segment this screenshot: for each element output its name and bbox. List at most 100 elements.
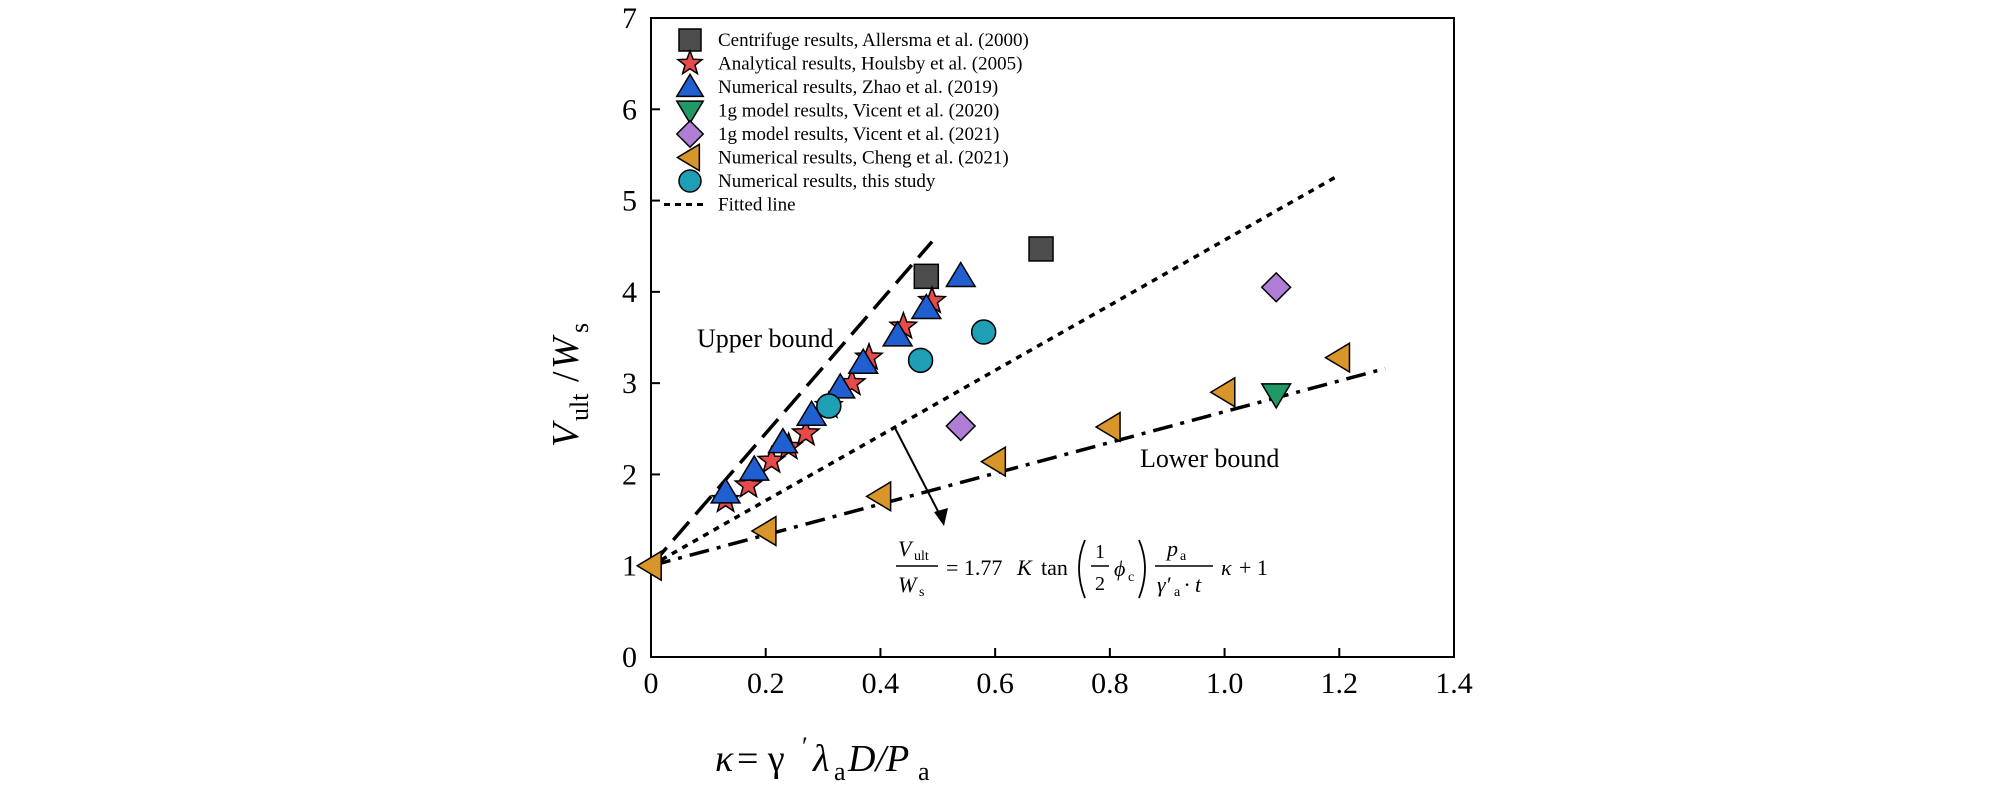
x-tick-label: 1.4	[1435, 667, 1473, 700]
eq-p: p	[1165, 536, 1178, 561]
point-circle	[816, 393, 842, 419]
eq-tan: tan	[1041, 555, 1068, 580]
ylabel-ult: ult	[565, 393, 594, 421]
xlabel-equals-gamma: = γ	[737, 738, 785, 780]
point-triangle-left	[1324, 341, 1351, 374]
point-triangle-left	[979, 445, 1007, 478]
xlabel-lambda: λ	[812, 738, 829, 780]
y-axis-title: V ult / W s	[545, 323, 594, 447]
x-tick-label: 0	[644, 667, 659, 700]
series-numerical-results-this-study	[816, 319, 997, 419]
annotation-arrow	[894, 427, 943, 520]
legend-marker-diamond	[675, 119, 705, 149]
data-markers	[635, 236, 1351, 582]
ylabel-v: V	[545, 420, 587, 447]
eq-gamma-sub: a	[1174, 585, 1181, 600]
point-triangle-left	[1094, 411, 1121, 443]
x-tick-label: 0.6	[976, 667, 1014, 700]
point-triangle-left	[750, 515, 777, 547]
x-tick-label: 1.2	[1321, 667, 1359, 700]
legend-label: 1g model results, Vicent et al. (2021)	[718, 124, 999, 145]
lower-bound-label: Lower bound	[1140, 444, 1279, 473]
series-1g-model-results-vicent-et-al-2021	[945, 271, 1292, 442]
eq-lhs-den-w: W	[898, 572, 918, 597]
legend-marker-square	[678, 28, 702, 52]
point-triangle-up	[767, 427, 799, 454]
xlabel-prime: ′	[802, 732, 808, 761]
x-tick-label: 1.0	[1206, 667, 1244, 700]
eq-paren-right	[1138, 539, 1146, 599]
xlabel-d: D/P	[847, 738, 909, 780]
eq-dot-t: · t	[1184, 572, 1202, 597]
legend-marker-triangle-left	[675, 142, 701, 173]
series-centrifuge-results-allersma-et-al-2000	[913, 236, 1054, 290]
legend-label: Numerical results, Zhao et al. (2019)	[718, 77, 998, 98]
point-triangle-up	[709, 477, 742, 504]
legend-label: Numerical results, this study	[718, 171, 936, 192]
y-tick-label: 3	[622, 367, 637, 400]
y-tick-label: 2	[622, 458, 637, 491]
axis-ticks: 0 0.2 0.4 0.6 0.8 1.0 1.2 1.4 0 1 2 3 4 5 6 7	[622, 2, 1473, 700]
legend-label: Analytical results, Houlsby et al. (2005…	[718, 54, 1022, 75]
ylabel-slash: /	[545, 371, 587, 382]
point-triangle-up	[824, 372, 857, 399]
y-tick-label: 6	[622, 93, 637, 126]
y-tick-label: 1	[622, 550, 637, 583]
x-tick-label: 0.8	[1091, 667, 1129, 700]
eq-lhs-num-sub: ult	[914, 549, 929, 564]
eq-k: K	[1016, 555, 1033, 580]
y-tick-label: 5	[622, 185, 637, 218]
point-circle	[970, 319, 997, 345]
ylabel-s: s	[565, 323, 594, 333]
legend-label: 1g model results, Vicent et al. (2020)	[718, 101, 999, 122]
series-numerical-results-cheng-et-al-2021	[635, 341, 1351, 582]
legend-marker-triangle-down	[675, 100, 705, 125]
legend-marker-triangle-up	[675, 72, 705, 98]
legend-marker-circle	[678, 169, 702, 193]
series-1g-model-results-vicent-et-al-2020	[1260, 383, 1292, 410]
eq-lhs-den-sub: s	[919, 585, 924, 600]
point-circle	[907, 347, 934, 374]
point-diamond	[1260, 271, 1292, 303]
point-triangle-up	[910, 293, 943, 320]
eq-gamma: γ′	[1157, 572, 1172, 597]
y-tick-label: 0	[622, 641, 637, 674]
y-tick-label: 4	[622, 276, 637, 309]
ylabel-w: W	[545, 334, 587, 369]
eq-frac-num: 1	[1095, 541, 1105, 563]
eq-plus-one: + 1	[1239, 555, 1268, 580]
xlabel-kappa: κ	[715, 738, 734, 780]
legend-label: Numerical results, Cheng et al. (2021)	[718, 148, 1009, 169]
point-square	[913, 263, 940, 290]
eq-phi: ϕ	[1114, 556, 1125, 581]
line-upper-bound	[649, 240, 934, 567]
eq-paren-left	[1078, 539, 1086, 599]
point-star	[733, 469, 764, 499]
legend-label: Fitted line	[718, 195, 796, 216]
equation: V ult W s = 1.77 K tan 1 2 ϕ c p a γ′ a …	[896, 536, 1268, 600]
upper-bound-label: Upper bound	[697, 324, 833, 353]
eq-lhs-num-v: V	[898, 536, 914, 561]
plot-area-border	[650, 17, 1455, 658]
point-square	[1028, 236, 1054, 262]
legend-label: Centrifuge results, Allersma et al. (200…	[718, 30, 1029, 51]
point-triangle-up	[738, 454, 770, 481]
eq-frac-den: 2	[1095, 573, 1105, 595]
point-triangle-down	[1260, 383, 1292, 410]
point-triangle-left	[635, 549, 662, 582]
eq-phi-sub: c	[1128, 570, 1134, 585]
eq-p-sub: a	[1180, 549, 1187, 564]
x-tick-label: 0.2	[747, 667, 785, 700]
bound-lines	[649, 173, 1386, 568]
eq-equals: = 1.77	[946, 555, 1002, 580]
plot-frame	[650, 17, 1455, 658]
point-star	[790, 417, 822, 447]
point-diamond	[945, 410, 977, 442]
legend: Centrifuge results, Allersma et al. (200…	[664, 28, 1029, 216]
x-axis-title: κ = γ ′ λ a D/P a	[715, 732, 930, 786]
point-triangle-left	[865, 480, 892, 513]
xlabel-sub-a2: a	[918, 757, 930, 786]
x-tick-label: 0.4	[862, 667, 900, 700]
annotation-arrowhead	[934, 508, 948, 526]
